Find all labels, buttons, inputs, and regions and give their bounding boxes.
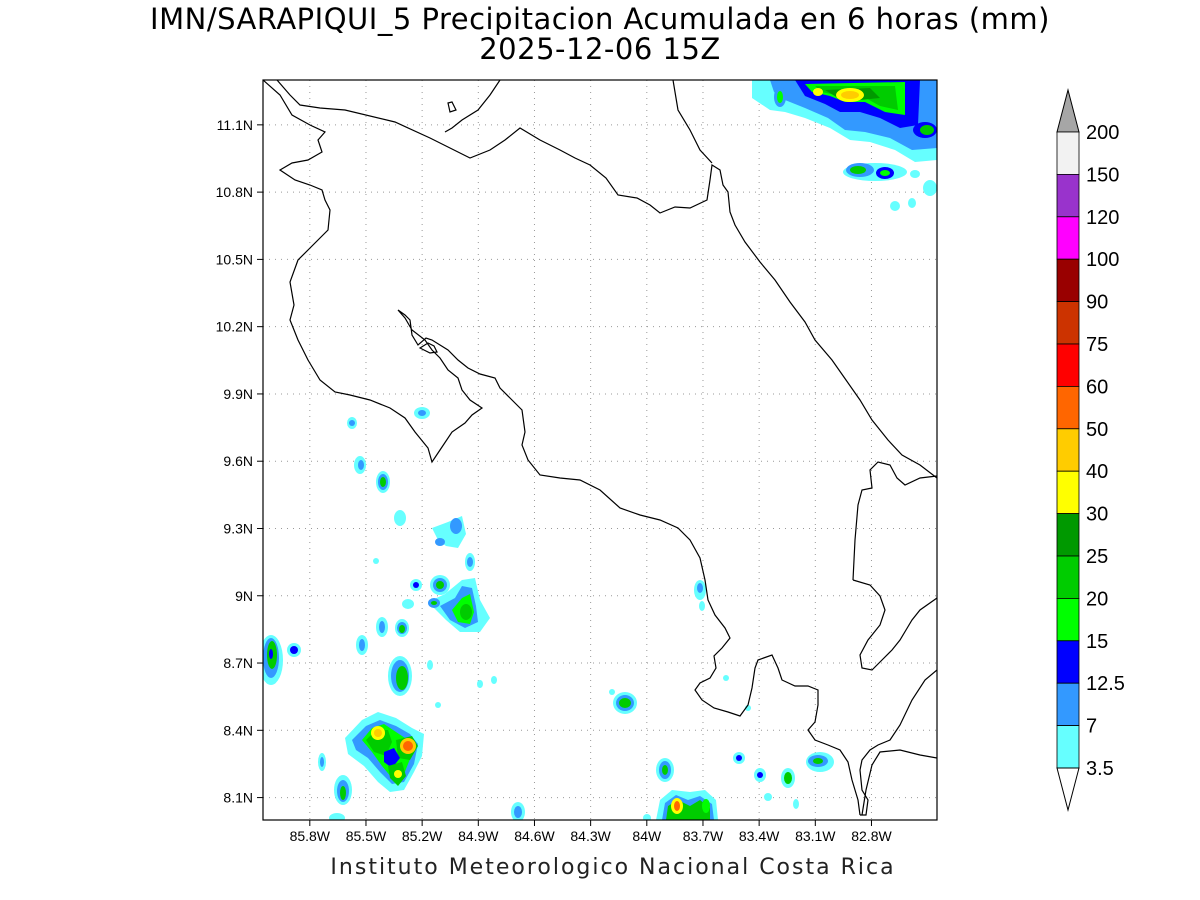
lat-tick-label: 9.9N: [223, 386, 253, 402]
colorbar-label: 15: [1086, 631, 1108, 653]
colorbar-swatch: [1056, 428, 1080, 472]
colorbar-swatch: [1056, 216, 1080, 260]
lat-tick-label: 11.1N: [217, 117, 253, 133]
map-frame: [262, 79, 938, 821]
lon-tick-label: 85.2W: [402, 828, 443, 844]
colorbar-swatch: [1056, 173, 1080, 218]
colorbar-label: 25: [1086, 546, 1108, 568]
colorbar-swatch: [1056, 131, 1080, 175]
coastline: [263, 80, 937, 816]
lat-tick-label: 9N: [235, 588, 253, 604]
colorbar-label: 7: [1086, 716, 1097, 738]
chart-title: IMN/SARAPIQUI_5 Precipitacion Acumulada …: [150, 2, 1050, 36]
colorbar-label: 40: [1086, 461, 1108, 483]
colorbar-label: 12.5: [1086, 673, 1125, 695]
lat-tick-label: 8.7N: [223, 655, 253, 671]
colorbar-swatch: [1056, 682, 1080, 727]
colorbar-label: 100: [1086, 249, 1119, 271]
lon-tick-label: 84.3W: [570, 828, 611, 844]
lat-tick-label: 10.2N: [216, 319, 253, 335]
map-grid: [263, 80, 937, 820]
colorbar: 200 150 120 100 90 75 60 50 40 30 25 20 15 12.5 7 3.5: [1056, 88, 1125, 812]
colorbar-swatch: [1056, 470, 1080, 515]
colorbar-swatch: [1056, 343, 1080, 387]
lat-tick-label: 9.3N: [223, 520, 253, 536]
lon-tick-label: 82.8W: [851, 828, 892, 844]
colorbar-swatch: [1056, 513, 1080, 557]
lon-tick-label: 83.4W: [739, 828, 780, 844]
colorbar-label: 75: [1086, 334, 1108, 356]
precip-cluster-south: [609, 580, 834, 820]
colorbar-swatch: [1056, 725, 1080, 769]
lon-tick-label: 84.9W: [458, 828, 499, 844]
colorbar-swatch: [1056, 258, 1080, 303]
colorbar-label: 120: [1086, 207, 1119, 229]
colorbar-bottom-arrow: [1056, 767, 1080, 812]
colorbar-label: 200: [1086, 122, 1119, 144]
lon-tick-label: 85.5W: [346, 828, 387, 844]
colorbar-label: 150: [1086, 164, 1119, 186]
lon-tick-label: 84W: [632, 828, 662, 844]
map-axes: 11.1N 10.8N 10.5N 10.2N 9.9N 9.6N 9.3N 9N 8.7N 8.…: [216, 117, 893, 844]
precip-cluster-pacific: [263, 407, 525, 820]
colorbar-swatch: [1056, 555, 1080, 599]
lon-tick-label: 84.6W: [514, 828, 555, 844]
precip-cluster-northeast: [752, 80, 937, 211]
colorbar-swatch: [1056, 301, 1080, 345]
chart-subtitle-datetime: 2025-12-06 15Z: [479, 32, 721, 66]
precipitation-field: [263, 80, 937, 820]
colorbar-label: 20: [1086, 588, 1108, 610]
colorbar-label: 60: [1086, 376, 1108, 398]
credit-footer: Instituto Meteorologico Nacional Costa R…: [330, 855, 896, 880]
colorbar-swatch: [1056, 640, 1080, 684]
lat-tick-label: 8.1N: [223, 790, 253, 806]
colorbar-label: 90: [1086, 292, 1108, 314]
lon-tick-label: 85.8W: [290, 828, 331, 844]
lat-tick-label: 8.4N: [223, 722, 253, 738]
lat-tick-label: 10.5N: [216, 251, 253, 267]
colorbar-swatch: [1056, 385, 1080, 430]
colorbar-label: 50: [1086, 419, 1108, 441]
colorbar-top-arrow: [1056, 88, 1080, 133]
lat-tick-label: 10.8N: [216, 184, 253, 200]
colorbar-swatch: [1056, 598, 1080, 642]
colorbar-label: 3.5: [1086, 758, 1114, 780]
colorbar-label: 30: [1086, 504, 1108, 526]
lon-tick-label: 83.7W: [683, 828, 724, 844]
lat-tick-label: 9.6N: [223, 453, 253, 469]
lon-tick-label: 83.1W: [795, 828, 836, 844]
